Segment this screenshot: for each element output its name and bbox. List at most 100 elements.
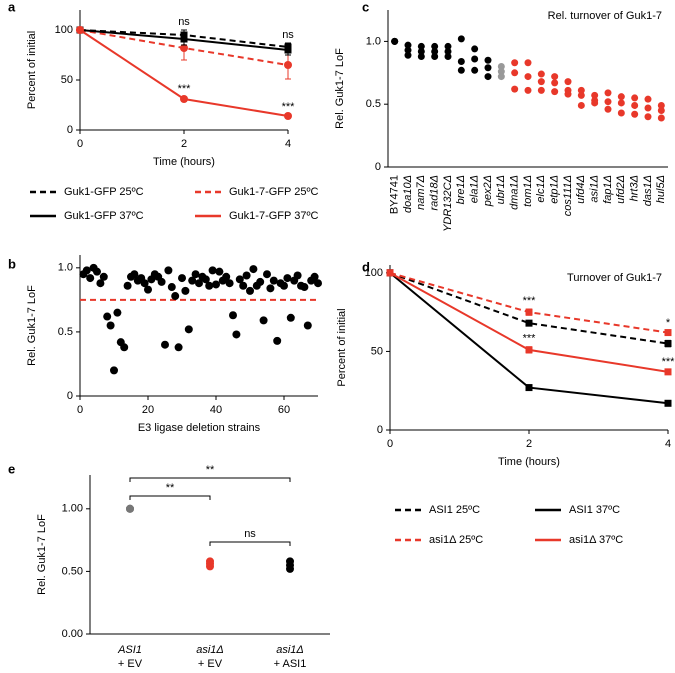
point — [431, 47, 439, 55]
y-axis-label: Rel. Guk1-7 LoF — [26, 285, 38, 366]
y-tick-label: 50 — [371, 345, 383, 357]
point — [93, 267, 101, 276]
x-tick-label: das1Δ — [642, 175, 654, 206]
point — [120, 343, 129, 352]
point — [524, 59, 532, 67]
marker — [76, 26, 84, 34]
y-tick-label: 0 — [67, 390, 73, 402]
marker — [180, 35, 188, 43]
point — [314, 279, 322, 288]
point — [537, 86, 545, 94]
x-tick-label: 0 — [387, 438, 393, 450]
point — [246, 286, 254, 295]
x-tick-label: ufd2Δ — [615, 175, 627, 204]
x-tick-label: ela1Δ — [469, 175, 481, 203]
y-tick-label: 1.0 — [366, 35, 381, 47]
point — [604, 105, 612, 113]
point — [293, 271, 302, 280]
point — [201, 275, 210, 284]
point — [391, 37, 399, 45]
marker — [284, 61, 292, 69]
legend-label: Guk1-7-GFP 37ºC — [229, 210, 318, 222]
point — [206, 562, 214, 571]
point — [471, 45, 479, 53]
x-tick-label: hrt3Δ — [629, 175, 641, 201]
point — [280, 281, 288, 290]
x-tick-label: 20 — [142, 404, 154, 416]
point — [82, 266, 91, 275]
marker — [180, 44, 188, 52]
marker — [525, 384, 533, 392]
point — [144, 285, 152, 294]
panel-label: c — [362, 0, 369, 14]
point — [471, 66, 479, 74]
annotation: ns — [282, 29, 294, 41]
significance-bracket — [209, 541, 291, 546]
point — [273, 336, 282, 345]
point — [266, 284, 275, 293]
marker — [284, 112, 292, 120]
point — [511, 69, 519, 77]
point — [225, 279, 234, 288]
x-tick-label: 4 — [285, 138, 291, 150]
point — [497, 68, 505, 76]
x-tick-label: ASI1 — [117, 644, 142, 656]
marker — [386, 269, 394, 277]
x-tick-label: etp1Δ — [549, 175, 561, 204]
x-tick-label: bre1Δ — [455, 175, 467, 204]
point — [417, 42, 425, 50]
x-tick-label: + ASI1 — [274, 658, 307, 670]
point — [195, 279, 203, 288]
point — [242, 271, 251, 280]
annotation: *** — [662, 356, 675, 368]
point — [161, 340, 169, 349]
point — [113, 308, 122, 317]
series-line — [389, 271, 669, 345]
point — [140, 279, 149, 288]
x-tick-label: fap1Δ — [602, 175, 614, 204]
point — [551, 79, 559, 87]
x-tick-label: BY4741 — [389, 175, 401, 214]
marker — [664, 340, 672, 348]
y-tick-label: 0.5 — [366, 98, 381, 110]
annotation: ns — [178, 16, 190, 28]
panel-label: a — [8, 0, 16, 14]
x-tick-label: elc1Δ — [535, 175, 547, 203]
x-tick-label: 40 — [210, 404, 222, 416]
x-tick-label: ubr1Δ — [495, 175, 507, 204]
point — [235, 275, 244, 284]
point — [444, 42, 452, 50]
annotation: *** — [178, 83, 192, 95]
point — [591, 99, 599, 107]
significance-bracket — [129, 477, 291, 482]
point — [551, 88, 559, 96]
point — [167, 283, 176, 292]
marker — [525, 346, 533, 354]
x-tick-label: + EV — [198, 658, 223, 670]
marker — [525, 308, 533, 316]
chart-title: Turnover of Guk1-7 — [567, 272, 662, 284]
annotation: * — [666, 317, 671, 329]
point — [130, 270, 139, 279]
point — [511, 59, 519, 67]
significance-label: ** — [206, 464, 215, 476]
point — [222, 272, 231, 281]
point — [184, 325, 193, 334]
point — [631, 101, 639, 109]
point — [617, 99, 625, 107]
x-tick-label: 2 — [526, 438, 532, 450]
legend-label: ASI1 25ºC — [429, 504, 480, 516]
point — [157, 277, 166, 286]
point — [644, 95, 652, 103]
point — [444, 47, 452, 55]
point — [457, 57, 465, 65]
point — [239, 281, 248, 290]
point — [96, 279, 105, 288]
point — [497, 63, 505, 71]
point — [577, 91, 585, 99]
chart-title: Rel. turnover of Guk1-7 — [548, 10, 662, 22]
point — [404, 51, 412, 59]
annotation: *** — [523, 295, 537, 307]
point — [123, 281, 132, 290]
